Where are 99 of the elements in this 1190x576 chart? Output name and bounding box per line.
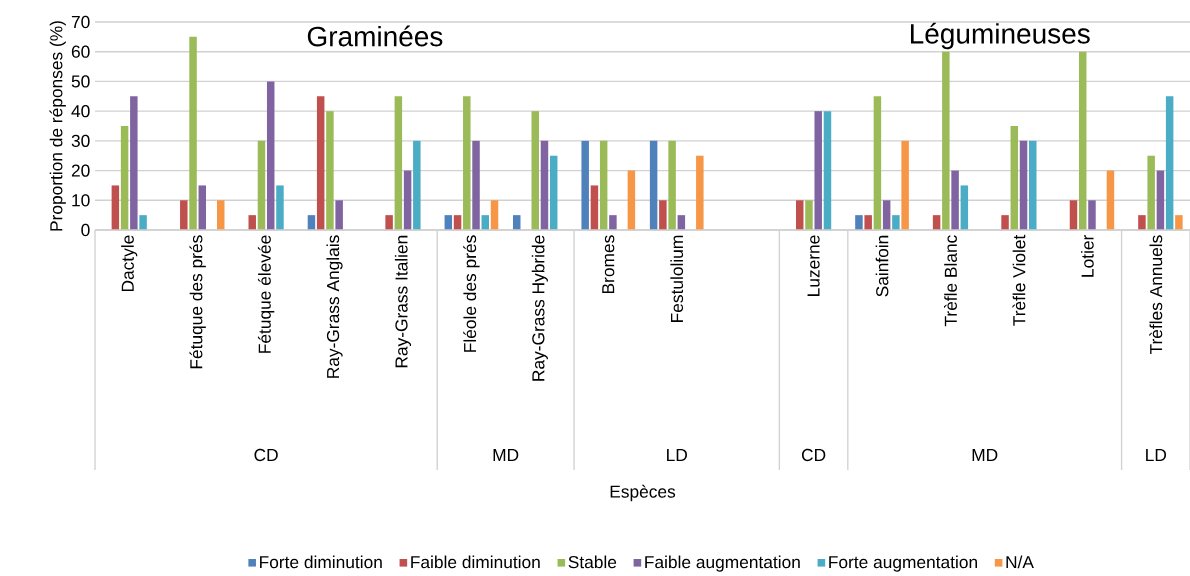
y-tick-label: 20 — [71, 164, 90, 177]
text: CD — [254, 448, 278, 462]
x-tick-label: Trèfle Blanc — [944, 235, 957, 327]
x-tick-label: Bromes — [602, 235, 615, 294]
bar — [1138, 215, 1146, 230]
x-tick-label: Ray-Grass Italien — [394, 235, 412, 368]
bar — [882, 200, 891, 230]
text: LD — [667, 449, 687, 461]
bar — [394, 96, 403, 230]
bar — [403, 170, 412, 230]
bar — [696, 155, 704, 230]
bar — [814, 111, 822, 230]
bar — [649, 140, 658, 230]
bar — [1088, 200, 1096, 230]
bar — [189, 36, 197, 230]
bar — [385, 215, 393, 230]
bar — [540, 140, 549, 230]
bar — [248, 215, 256, 230]
legend-label: Faible augmentation — [645, 555, 800, 572]
bar — [1001, 215, 1009, 230]
bar — [490, 200, 499, 230]
bar — [873, 96, 882, 230]
x-tick-label: Trèfle Violet — [1012, 234, 1026, 326]
bar — [1156, 170, 1165, 230]
x-tick-label: Sainfoin — [875, 235, 889, 297]
bar — [1019, 140, 1028, 230]
bar — [1069, 200, 1078, 230]
bar — [463, 96, 471, 230]
y-tick-label: 60 — [71, 45, 90, 58]
bar — [198, 185, 207, 230]
x-tick-label: Fétuque élevée — [257, 235, 275, 353]
bar — [326, 111, 334, 230]
x-tick-label: Ray-Grass Anglais — [326, 235, 343, 378]
bar — [316, 96, 325, 230]
bar — [960, 185, 969, 230]
legend-label: N/A — [1006, 555, 1034, 569]
bar — [1106, 170, 1115, 230]
bar — [1147, 155, 1155, 230]
bar — [892, 215, 900, 230]
text: CD — [801, 448, 826, 462]
legend-label: Stable — [568, 555, 617, 569]
bar — [1175, 215, 1183, 230]
bar — [276, 185, 284, 230]
bar — [901, 140, 909, 230]
bar — [855, 215, 863, 230]
x-tick-label: Festulolium — [670, 235, 684, 322]
bar — [1010, 126, 1019, 230]
text: MD — [493, 449, 519, 461]
x-tick-label: Dactyle — [121, 235, 138, 292]
bar — [266, 81, 275, 230]
y-tick-label: 40 — [71, 105, 90, 118]
bar — [599, 140, 608, 230]
bar — [823, 111, 832, 230]
bar — [951, 170, 959, 230]
bar — [627, 170, 636, 230]
bar — [796, 200, 804, 230]
bar — [120, 126, 129, 230]
bar — [335, 200, 343, 230]
x-tick-label: Luzerne — [807, 235, 820, 296]
bar — [180, 200, 188, 230]
bar — [942, 51, 950, 230]
y-axis-title: Proportion de réponses (%) — [49, 21, 66, 231]
y-tick-label: 50 — [71, 75, 90, 88]
bar — [609, 215, 617, 230]
bar — [659, 200, 667, 230]
bar — [864, 215, 872, 230]
bar — [549, 155, 558, 230]
bar — [130, 96, 138, 230]
bar — [1029, 140, 1037, 230]
bar — [668, 140, 676, 230]
y-tick-label: 70 — [71, 15, 90, 29]
x-tick-label: Fléole des prés — [463, 235, 480, 352]
annotation: Légumineuses — [910, 22, 1090, 50]
bar — [257, 140, 266, 230]
y-tick-label: 10 — [72, 194, 90, 207]
bar — [581, 140, 589, 230]
bar — [217, 200, 225, 230]
bar — [413, 140, 421, 230]
bar — [531, 111, 539, 230]
bar — [1078, 51, 1087, 230]
bar — [590, 185, 599, 230]
bar — [139, 215, 147, 230]
bar — [1165, 96, 1174, 230]
legend-label: Forte augmentation — [829, 555, 977, 572]
bar — [472, 140, 480, 230]
x-tick-label: Fétuque des prés — [189, 235, 206, 369]
text: LD — [1146, 449, 1167, 461]
y-tick-label: 30 — [71, 134, 90, 147]
x-tick-label: Trèfles Annuels — [1149, 235, 1163, 355]
legend-label: Faible diminution — [411, 555, 540, 569]
bar — [111, 185, 120, 230]
text: Espèces — [610, 484, 676, 502]
x-tick-label: Lotier — [1080, 235, 1094, 277]
text: MD — [972, 449, 998, 461]
y-tick-label: 0 — [81, 223, 90, 237]
annotation: Graminées — [307, 25, 443, 47]
x-tick-label: Ray-Grass Hybride — [531, 235, 548, 381]
legend-label: Forte diminution — [260, 555, 382, 569]
bar — [805, 200, 813, 230]
